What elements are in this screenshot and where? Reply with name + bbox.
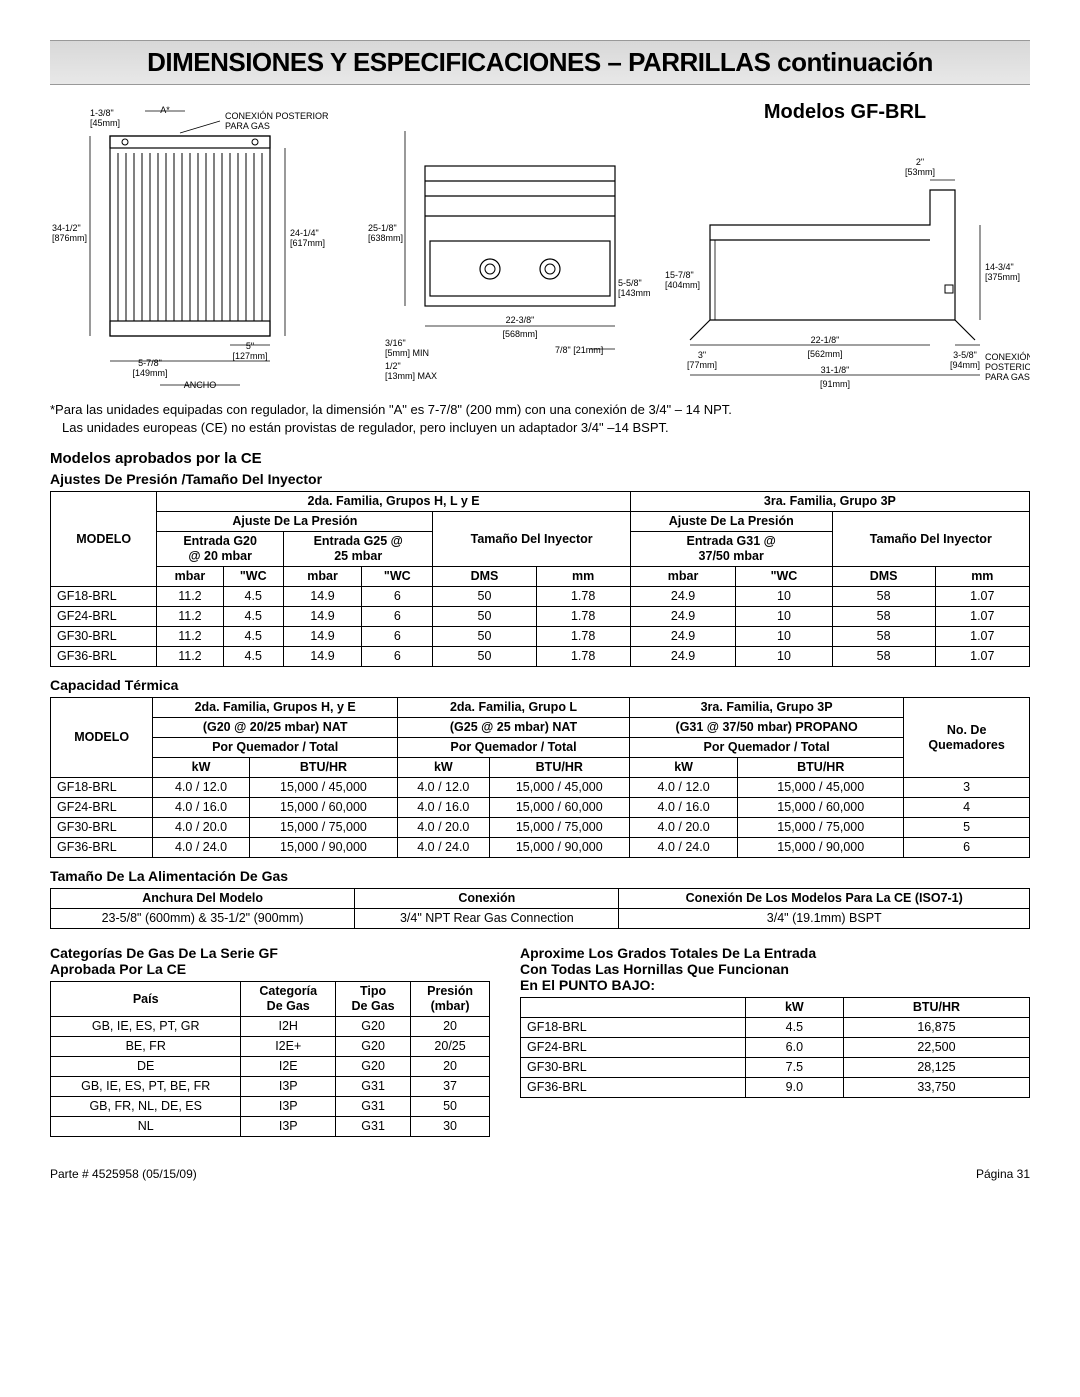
table-row: BE, FRI2E+G2020/25 <box>51 1037 490 1057</box>
table-row: GB, IE, ES, PT, BE, FRI3PG3137 <box>51 1077 490 1097</box>
svg-text:PARA GAS: PARA GAS <box>985 372 1030 382</box>
svg-text:34-1/2": 34-1/2" <box>52 223 81 233</box>
diagram-side: 25-1/8" [638mm] 22-3/8" [568mm] 5-5/8" [… <box>360 101 650 391</box>
svg-text:CONEXIÓN POSTERIOR: CONEXIÓN POSTERIOR <box>225 111 329 121</box>
table-row: GB, FR, NL, DE, ESI3PG3150 <box>51 1097 490 1117</box>
model-title: Modelos GF-BRL <box>660 101 1030 124</box>
diagram-row: 1-3/8" [45mm] A* CONEXIÓN POSTERIOR PARA… <box>50 101 1030 393</box>
svg-text:[5mm] MIN: [5mm] MIN <box>385 348 429 358</box>
table-row: DEI2EG2020 <box>51 1057 490 1077</box>
svg-text:[13mm] MAX: [13mm] MAX <box>385 371 437 381</box>
svg-text:22-1/8": 22-1/8" <box>811 335 840 345</box>
svg-text:[617mm]: [617mm] <box>290 238 325 248</box>
svg-text:31-1/8": 31-1/8" <box>821 365 850 375</box>
svg-text:POSTERIOR: POSTERIOR <box>985 362 1030 372</box>
svg-text:5-5/8": 5-5/8" <box>618 278 642 288</box>
sub-gas-supply: Tamaño De La Alimentación De Gas <box>50 868 1030 884</box>
table-row: GF18-BRL4.516,875 <box>521 1018 1030 1038</box>
table-row: GF36-BRL9.033,750 <box>521 1078 1030 1098</box>
svg-text:[876mm]: [876mm] <box>52 233 87 243</box>
table-low-point: kW BTU/HR GF18-BRL4.516,875GF24-BRL6.022… <box>520 997 1030 1098</box>
table-row: GF24-BRL11.24.514.96501.7824.910581.07 <box>51 607 1030 627</box>
section-ce: Modelos aprobados por la CE <box>50 450 1030 467</box>
svg-text:2": 2" <box>916 157 924 167</box>
table-row: GF18-BRL11.24.514.96501.7824.910581.07 <box>51 587 1030 607</box>
svg-text:[568mm]: [568mm] <box>502 329 537 339</box>
svg-text:22-3/8": 22-3/8" <box>506 315 535 325</box>
svg-text:[45mm]: [45mm] <box>90 118 120 128</box>
notes: *Para las unidades equipadas con regulad… <box>50 401 1030 436</box>
svg-text:[143mm]: [143mm] <box>618 288 650 298</box>
sub-thermal: Capacidad Térmica <box>50 677 1030 693</box>
svg-text:[562mm]: [562mm] <box>807 349 842 359</box>
sub-low: Aproxime Los Grados Totales De La Entrad… <box>520 945 1030 993</box>
table-row: GF24-BRL6.022,500 <box>521 1038 1030 1058</box>
footer-left: Parte # 4525958 (05/15/09) <box>50 1167 197 1181</box>
svg-text:[77mm]: [77mm] <box>687 360 717 370</box>
svg-text:[94mm]: [94mm] <box>950 360 980 370</box>
svg-text:3-5/8": 3-5/8" <box>953 350 977 360</box>
table-row: GF36-BRL11.24.514.96501.7824.910581.07 <box>51 647 1030 667</box>
table-row: GF30-BRL11.24.514.96501.7824.910581.07 <box>51 627 1030 647</box>
banner: DIMENSIONES Y ESPECIFICACIONES – PARRILL… <box>50 40 1030 85</box>
svg-text:5-7/8": 5-7/8" <box>138 358 162 368</box>
footer-right: Página 31 <box>976 1167 1030 1181</box>
footer: Parte # 4525958 (05/15/09) Página 31 <box>50 1167 1030 1181</box>
svg-text:14-3/4": 14-3/4" <box>985 262 1014 272</box>
sub-gas-cat: Categorías De Gas De La Serie GF Aprobad… <box>50 945 490 977</box>
svg-text:1-3/8": 1-3/8" <box>90 108 114 118</box>
table-row: GF36-BRL4.0 / 24.015,000 / 90,0004.0 / 2… <box>51 838 1030 858</box>
table-row: NLI3PG3130 <box>51 1117 490 1137</box>
svg-text:7/8" [21mm]: 7/8" [21mm] <box>555 345 603 355</box>
table-row: GF30-BRL4.0 / 20.015,000 / 75,0004.0 / 2… <box>51 818 1030 838</box>
svg-text:[149mm]: [149mm] <box>132 368 167 378</box>
svg-text:3/16": 3/16" <box>385 338 406 348</box>
diagram-front: 1-3/8" [45mm] A* CONEXIÓN POSTERIOR PARA… <box>50 101 350 391</box>
table-row: GB, IE, ES, PT, GRI2HG2020 <box>51 1017 490 1037</box>
table-row: GF24-BRL4.0 / 16.015,000 / 60,0004.0 / 1… <box>51 798 1030 818</box>
table-row: GF18-BRL4.0 / 12.015,000 / 45,0004.0 / 1… <box>51 778 1030 798</box>
table-pressure: MODELO 2da. Familia, Grupos H, L y E 3ra… <box>50 491 1030 667</box>
svg-text:15-7/8": 15-7/8" <box>665 270 694 280</box>
svg-text:25-1/8": 25-1/8" <box>368 223 397 233</box>
note-line-1: *Para las unidades equipadas con regulad… <box>50 401 1030 419</box>
svg-text:CONEXIÓN: CONEXIÓN <box>985 352 1030 362</box>
svg-text:[375mm]: [375mm] <box>985 272 1020 282</box>
sub-pressure: Ajustes De Presión /Tamaño Del Inyector <box>50 471 1030 487</box>
banner-text: DIMENSIONES Y ESPECIFICACIONES – PARRILL… <box>147 47 933 77</box>
table-gas-supply: Anchura Del Modelo Conexión Conexión De … <box>50 888 1030 929</box>
svg-text:[91mm]: [91mm] <box>820 379 850 389</box>
svg-text:[127mm]: [127mm] <box>232 351 267 361</box>
table-gas-categories: País CategoríaDe Gas TipoDe Gas Presión(… <box>50 981 490 1137</box>
svg-text:1/2": 1/2" <box>385 361 401 371</box>
svg-text:[53mm]: [53mm] <box>905 167 935 177</box>
svg-text:[638mm]: [638mm] <box>368 233 403 243</box>
svg-text:3": 3" <box>698 350 706 360</box>
table-thermal: MODELO 2da. Familia, Grupos H, y E 2da. … <box>50 697 1030 858</box>
svg-text:A*: A* <box>160 105 170 115</box>
svg-text:PARA GAS: PARA GAS <box>225 121 270 131</box>
diagram-right: 2" [53mm] 15-7/8" [404mm] 14-3/4" [375mm… <box>660 130 1030 390</box>
svg-text:24-1/4": 24-1/4" <box>290 228 319 238</box>
note-line-2: Las unidades europeas (CE) no están prov… <box>50 419 1030 437</box>
svg-text:[404mm]: [404mm] <box>665 280 700 290</box>
svg-text:5": 5" <box>246 341 254 351</box>
table-row: GF30-BRL7.528,125 <box>521 1058 1030 1078</box>
